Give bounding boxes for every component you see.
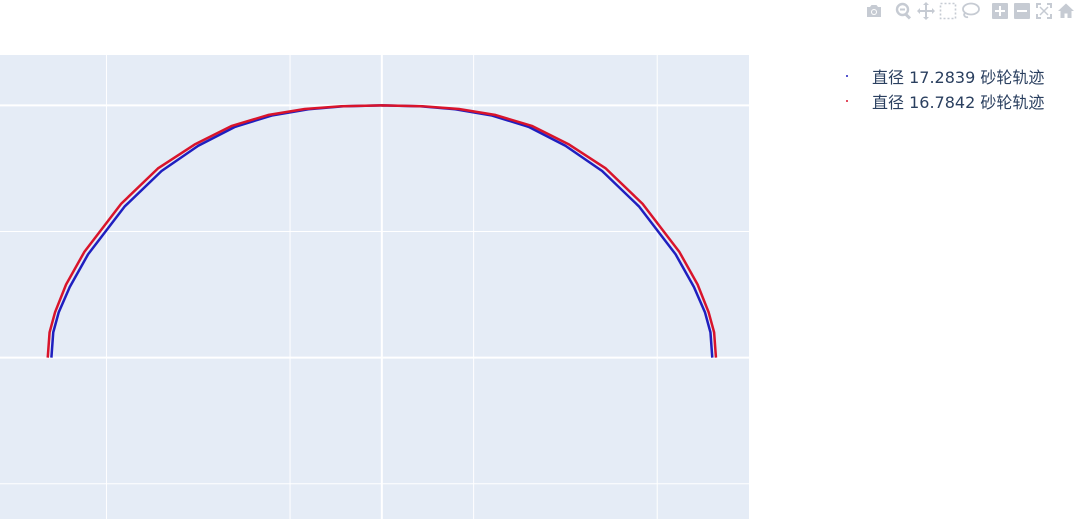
box-select-icon[interactable]	[937, 0, 959, 22]
pan-icon[interactable]	[915, 0, 937, 22]
plot-area[interactable]	[0, 55, 749, 519]
legend-item-series-2[interactable]: 直径 16.7842 砂轮轨迹	[840, 88, 1044, 113]
legend-label-series-1: 直径 17.2839 砂轮轨迹	[872, 67, 1045, 87]
camera-icon[interactable]	[863, 0, 885, 22]
series-line-2[interactable]	[46, 104, 718, 358]
legend-swatch-series-2	[840, 93, 856, 109]
zoom-in-icon[interactable]	[989, 0, 1011, 22]
legend-label-series-2: 直径 16.7842 砂轮轨迹	[872, 92, 1045, 112]
lasso-icon[interactable]	[959, 0, 981, 22]
chart-canvas	[0, 55, 749, 519]
home-icon[interactable]	[1055, 0, 1077, 22]
legend-item-series-1[interactable]: 直径 17.2839 砂轮轨迹	[840, 63, 1044, 88]
autoscale-icon[interactable]	[1033, 0, 1055, 22]
zoom-out-icon[interactable]	[1011, 0, 1033, 22]
legend: 直径 17.2839 砂轮轨迹 直径 16.7842 砂轮轨迹	[840, 63, 1044, 113]
modebar	[863, 0, 1077, 22]
legend-swatch-series-1	[840, 68, 856, 84]
zoom-icon[interactable]	[893, 0, 915, 22]
